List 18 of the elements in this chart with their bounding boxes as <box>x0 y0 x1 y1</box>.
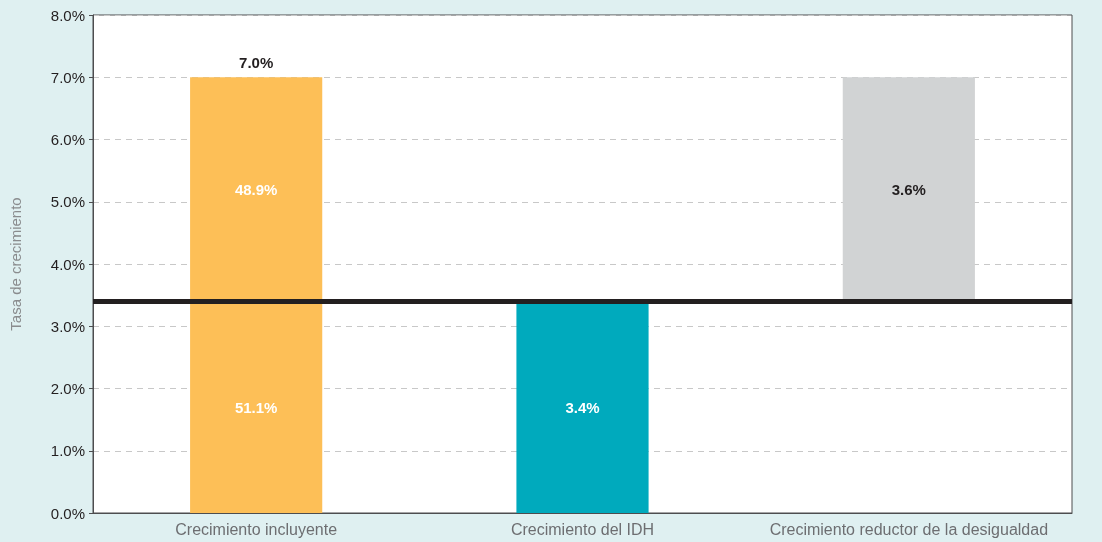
y-tick-label: 4.0% <box>50 255 85 273</box>
x-tick-label: Crecimiento reductor de la desigualdad <box>769 520 1049 538</box>
data-label: 3.6% <box>891 180 926 198</box>
y-tick-label: 3.0% <box>50 317 85 335</box>
data-label: 3.4% <box>565 398 600 416</box>
y-axis-title: Tasa de crecimiento <box>7 197 24 331</box>
y-tick-label: 5.0% <box>50 193 85 211</box>
x-tick-label: Crecimiento incluyente <box>175 520 338 538</box>
y-tick-label: 6.0% <box>50 131 85 148</box>
data-label: 7.0% <box>239 54 274 72</box>
y-tick-label: 0.0% <box>50 504 85 522</box>
annotation: 51.1% <box>234 398 278 416</box>
x-tick-label: Crecimiento del IDH <box>510 520 655 538</box>
y-tick-label: 2.0% <box>50 380 85 397</box>
y-tick-label: 1.0% <box>50 442 85 460</box>
annotation: 48.9% <box>234 180 278 198</box>
y-tick-label: 7.0% <box>50 68 85 86</box>
y-tick-label: 8.0% <box>50 6 85 24</box>
